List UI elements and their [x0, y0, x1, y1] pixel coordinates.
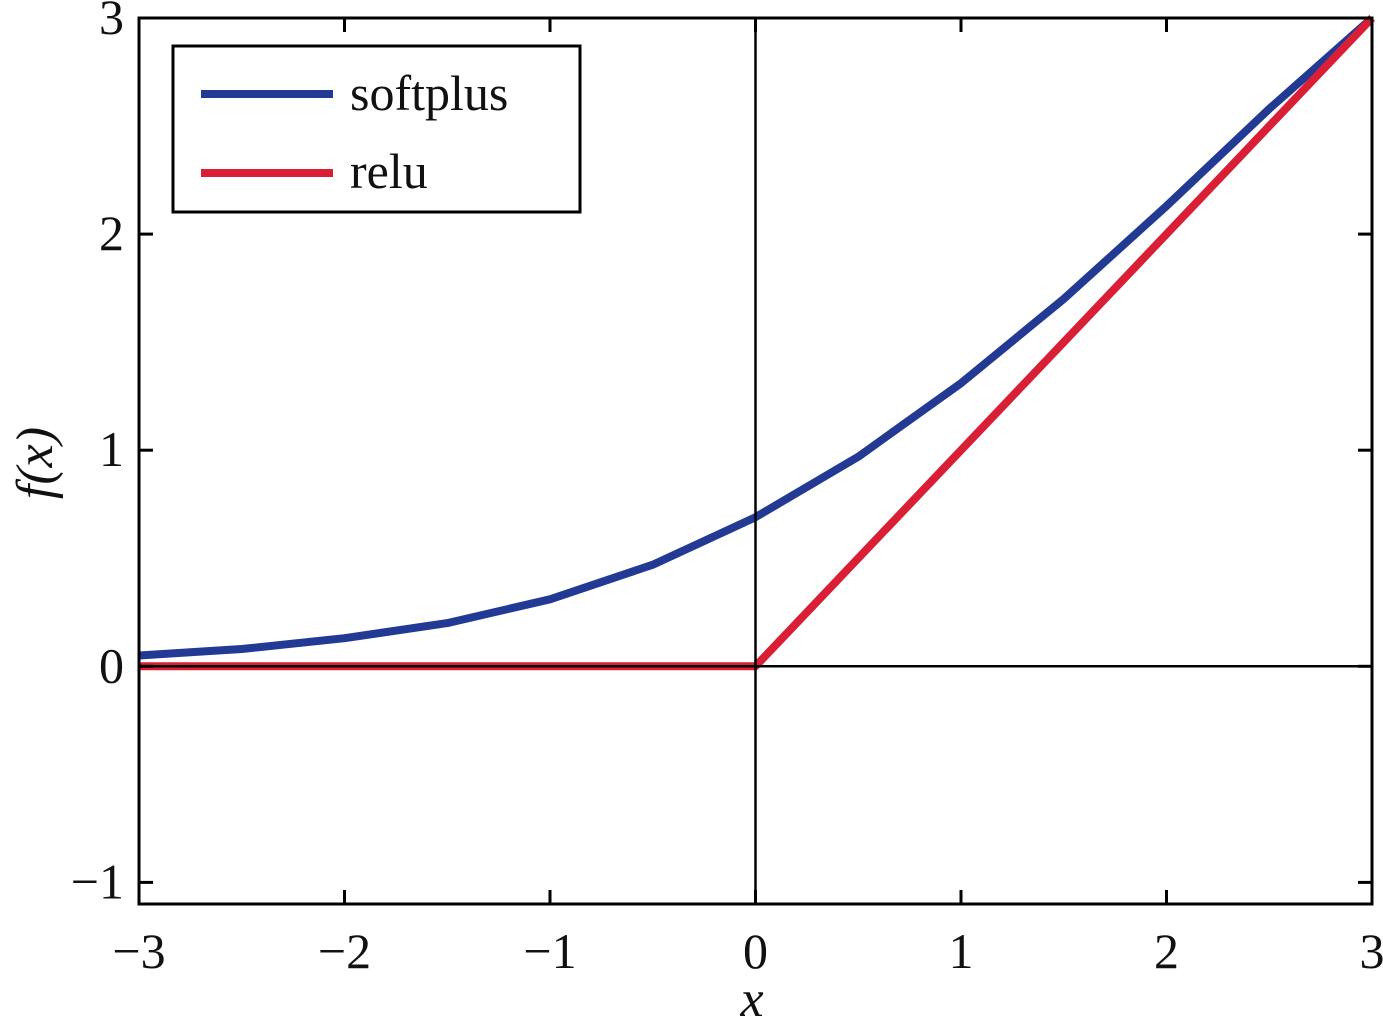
legend-box	[171, 44, 582, 214]
ticks	[137, 16, 1374, 904]
y-tick-label: 2	[99, 205, 124, 261]
y-tick-label: 3	[99, 0, 124, 45]
x-tick-label: −2	[318, 923, 371, 979]
tick-labels: −3 −2 −1 0 1 2 3 −1 0 1 2 3	[71, 0, 1383, 979]
y-axis-label: f(x)	[7, 427, 64, 499]
y-tick-label: −1	[71, 853, 124, 909]
x-axis-label: x	[739, 971, 763, 1022]
legend-label-softplus: softplus	[350, 65, 508, 121]
x-tick-label: 3	[1360, 923, 1383, 979]
y-tick-label: 0	[99, 637, 124, 693]
y-tick-label: 1	[99, 421, 124, 477]
x-tick-label: 0	[743, 923, 768, 979]
x-tick-label: 1	[949, 923, 974, 979]
x-tick-label: 2	[1154, 923, 1179, 979]
legend-label-relu: relu	[350, 143, 428, 199]
x-tick-label: −1	[523, 923, 576, 979]
x-tick-label: −3	[112, 923, 165, 979]
legend: softplus relu	[171, 44, 582, 214]
